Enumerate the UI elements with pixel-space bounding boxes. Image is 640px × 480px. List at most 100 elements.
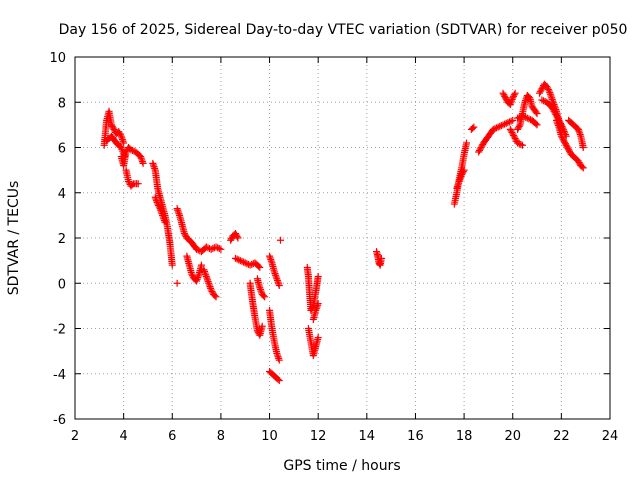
data-point [506, 125, 514, 133]
x-tick-label: 2 [71, 429, 79, 444]
data-point [505, 118, 513, 126]
data-point [501, 92, 509, 100]
data-point [109, 124, 117, 132]
data-point [271, 270, 279, 278]
data-point [575, 159, 583, 167]
x-axis-label: GPS time / hours [283, 458, 400, 474]
data-point [205, 281, 213, 289]
data-point [209, 245, 217, 253]
y-tick-label: 6 [58, 142, 66, 157]
data-point [256, 285, 264, 293]
data-point [215, 245, 223, 253]
data-point [127, 146, 135, 154]
data-point [510, 91, 518, 99]
data-point [246, 261, 254, 269]
data-point [517, 140, 525, 148]
data-point [574, 125, 582, 133]
data-point [508, 95, 516, 103]
data-point [509, 130, 517, 138]
data-point [548, 94, 556, 102]
data-point [107, 121, 115, 129]
data-point [518, 112, 526, 120]
data-point [543, 82, 551, 90]
data-point [521, 97, 529, 105]
data-point [578, 163, 586, 171]
data-point [120, 139, 128, 147]
data-point [544, 85, 552, 93]
data-points [100, 80, 587, 385]
data-point [207, 286, 215, 294]
data-point [173, 205, 181, 213]
data-point [202, 271, 210, 279]
data-point [200, 267, 208, 275]
data-point [510, 133, 518, 141]
data-point [312, 306, 320, 314]
data-point [511, 89, 519, 97]
x-tick-label: 12 [310, 429, 327, 444]
data-point [510, 131, 518, 139]
data-point [256, 263, 264, 271]
data-point [507, 127, 515, 135]
data-point [560, 137, 568, 145]
data-point [455, 177, 463, 185]
data-point [504, 119, 512, 127]
data-point [235, 256, 243, 264]
data-point [532, 120, 540, 128]
data-point [548, 103, 556, 111]
data-point [470, 123, 478, 131]
data-point [514, 114, 522, 122]
data-point [240, 258, 248, 266]
data-point [453, 183, 461, 191]
data-point [463, 139, 471, 147]
data-point [194, 272, 202, 280]
data-point [576, 129, 584, 137]
data-point [158, 210, 166, 218]
data-point [116, 129, 124, 137]
data-point [174, 208, 182, 216]
data-point [477, 144, 485, 151]
data-point [175, 210, 183, 218]
data-point [259, 292, 267, 300]
data-point [149, 159, 157, 167]
data-point [502, 119, 510, 127]
data-point [549, 97, 557, 105]
data-point [266, 252, 274, 260]
data-point [152, 197, 160, 205]
data-point [525, 115, 533, 123]
data-point [118, 134, 126, 142]
data-point [205, 279, 213, 287]
data-point [232, 254, 239, 262]
data-point [153, 198, 161, 206]
chart-title: Day 156 of 2025, Sidereal Day-to-day VTE… [59, 22, 628, 38]
y-tick-label: 2 [58, 232, 66, 247]
data-point [551, 109, 559, 117]
data-point [507, 99, 515, 107]
data-point [538, 85, 546, 93]
data-point [137, 153, 145, 161]
data-point [565, 146, 573, 154]
data-point [377, 254, 385, 262]
data-point [193, 245, 201, 253]
data-point [118, 136, 126, 144]
data-point [232, 229, 239, 237]
data-point [181, 231, 189, 239]
data-point [562, 141, 570, 149]
data-point [155, 203, 163, 211]
data-point [160, 215, 168, 223]
data-point [533, 121, 541, 129]
data-point [129, 147, 137, 155]
data-point [536, 88, 544, 96]
data-point [563, 143, 571, 151]
data-point [206, 283, 214, 291]
data-point [552, 110, 560, 118]
data-point [188, 270, 196, 278]
data-point [456, 176, 464, 184]
data-point [161, 218, 169, 226]
x-tick-label: 4 [119, 429, 127, 444]
data-point [173, 279, 181, 287]
data-point [549, 106, 557, 114]
data-point [512, 136, 520, 144]
data-point [212, 293, 220, 301]
data-point [274, 375, 282, 383]
data-point [314, 300, 322, 308]
